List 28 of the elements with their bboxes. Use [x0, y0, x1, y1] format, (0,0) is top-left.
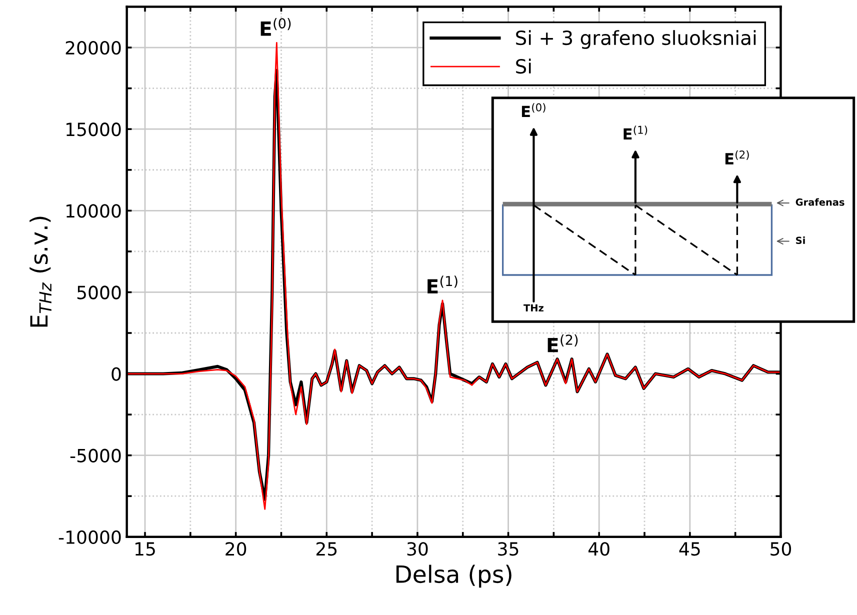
y-tick-label: -10000	[58, 530, 121, 544]
x-tick-label: 50	[770, 542, 792, 556]
x-tick-label: 40	[588, 542, 610, 556]
annotation: E$^{(0)}$	[260, 18, 291, 36]
x-tick-label: 35	[498, 542, 518, 556]
x-tick-label: 30	[407, 542, 428, 556]
x-tick-label: 20	[226, 542, 246, 556]
y-axis-title: E$_{THz}$ (s.v.)	[30, 216, 52, 327]
x-tick-label: 45	[679, 542, 700, 556]
x-axis-title: Delsa (ps)	[396, 564, 512, 588]
y-tick-label: 10000	[66, 204, 121, 218]
y-tick-label: -5000	[70, 448, 121, 462]
annotation: E$^{(1)}$	[624, 126, 648, 140]
text: Grafenas	[796, 198, 844, 206]
x-tick-label: 25	[316, 542, 337, 556]
text: Si	[796, 236, 805, 244]
y-tick-label: 5000	[77, 286, 121, 300]
y-tick-label: 20000	[66, 41, 121, 55]
annotation: E$^{(1)}$	[428, 276, 458, 294]
annotation: E$^{(2)}$	[548, 334, 578, 352]
y-tick-label: 0	[112, 367, 121, 381]
y-tick-label: 15000	[66, 122, 121, 136]
x-tick-label: 15	[135, 542, 155, 556]
legend-label: Si + 3 grafeno sluoksniai	[516, 30, 756, 49]
legend-label: Si	[516, 58, 531, 74]
annotation: E$^{(0)}$	[522, 103, 546, 118]
annotation: THz	[524, 304, 544, 312]
annotation: E$^{(2)}$	[725, 150, 749, 164]
